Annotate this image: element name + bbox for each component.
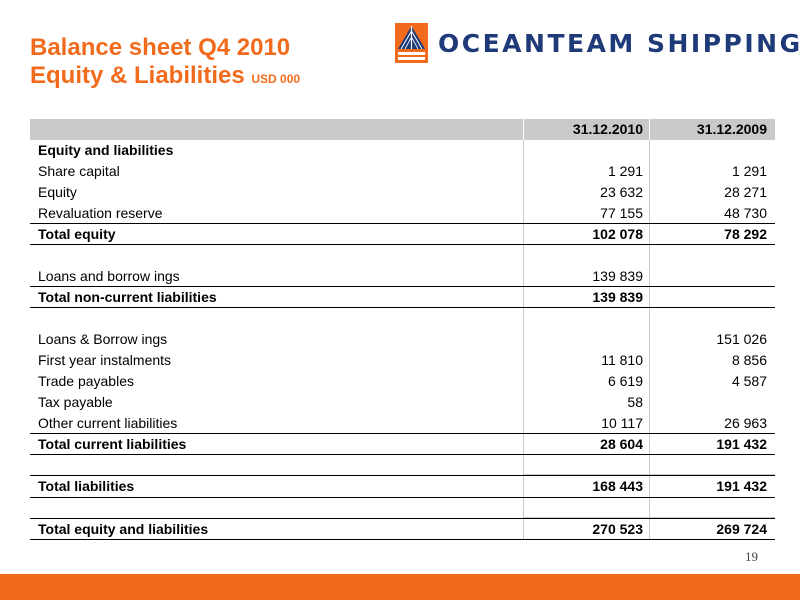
ship-sail-icon (395, 23, 428, 63)
value-2010: 139 839 (523, 287, 649, 307)
table-row-total: Total equity and liabilities 270 523 269… (30, 519, 775, 540)
row-label: Tax payable (38, 394, 113, 410)
table-row-total: Total equity 102 078 78 292 (30, 224, 775, 245)
row-label: Total liabilities (38, 478, 135, 494)
value-2010: 139 839 (523, 266, 649, 286)
value-2009: 269 724 (649, 519, 775, 539)
company-name: OCEANTEAM SHIPPING (438, 28, 800, 58)
table-row: Revaluation reserve 77 155 48 730 (30, 203, 775, 224)
row-label: Total equity and liabilities (38, 521, 209, 537)
spacer-row (30, 245, 775, 266)
value-2009: 191 432 (649, 434, 775, 454)
value-2010: 77 155 (523, 203, 649, 223)
value-2010 (523, 140, 649, 161)
row-label: Other current liabilities (38, 415, 178, 431)
table-row-total: Total non-current liabilities 139 839 (30, 287, 775, 308)
table-row: Tax payable 58 (30, 392, 775, 413)
balance-sheet-table: 31.12.2010 31.12.2009 Equity and liabili… (30, 119, 775, 540)
value-2009: 26 963 (649, 413, 775, 433)
value-2010: 6 619 (523, 371, 649, 392)
value-2010: 1 291 (523, 161, 649, 182)
value-2009: 191 432 (649, 476, 775, 497)
table-row: Share capital 1 291 1 291 (30, 161, 775, 182)
value-2009 (649, 287, 775, 307)
spacer-row (30, 498, 775, 519)
header-2010: 31.12.2010 (523, 119, 649, 140)
value-2010: 28 604 (523, 434, 649, 454)
value-2009 (649, 266, 775, 286)
row-label: Loans & Borrow ings (38, 331, 168, 347)
value-2009: 8 856 (649, 350, 775, 371)
slide-title: Balance sheet Q4 2010 Equity & Liabiliti… (30, 34, 300, 93)
row-label: Equity and liabilities (38, 142, 174, 158)
footer-bar (0, 574, 800, 600)
title-line-2: Equity & Liabilities USD 000 (30, 62, 300, 93)
value-2010 (523, 329, 649, 350)
row-label: Total equity (38, 226, 116, 242)
value-2010: 58 (523, 392, 649, 413)
currency-unit: USD 000 (251, 72, 301, 86)
table-row: Trade payables 6 619 4 587 (30, 371, 775, 392)
row-label: Total non-current liabilities (38, 289, 217, 305)
value-2009: 78 292 (649, 224, 775, 244)
company-logo: OCEANTEAM SHIPPING (395, 23, 800, 63)
row-label: Total current liabilities (38, 436, 187, 452)
page-number: 19 (745, 549, 758, 564)
row-label: Loans and borrow ings (38, 268, 180, 284)
table-row: First year instalments 11 810 8 856 (30, 350, 775, 371)
table-row-total: Total liabilities 168 443 191 432 (30, 476, 775, 498)
header-label (30, 119, 523, 140)
value-2009: 1 291 (649, 161, 775, 182)
value-2009: 4 587 (649, 371, 775, 392)
table-row-total: Total current liabilities 28 604 191 432 (30, 434, 775, 455)
value-2010: 270 523 (523, 519, 649, 539)
value-2009: 48 730 (649, 203, 775, 223)
spacer-row (30, 455, 775, 476)
value-2010: 11 810 (523, 350, 649, 371)
value-2010: 10 117 (523, 413, 649, 433)
table-row: Equity and liabilities (30, 140, 775, 161)
row-label: First year instalments (38, 352, 172, 368)
table-row: Other current liabilities 10 117 26 963 (30, 413, 775, 434)
header-2009: 31.12.2009 (649, 119, 775, 140)
value-2010: 102 078 (523, 224, 649, 244)
title-main: Equity & Liabilities (30, 62, 245, 89)
row-label: Share capital (38, 163, 120, 179)
table-row: Equity 23 632 28 271 (30, 182, 775, 203)
value-2010: 23 632 (523, 182, 649, 203)
value-2009: 28 271 (649, 182, 775, 203)
value-2009 (649, 392, 775, 413)
table-row: Loans & Borrow ings 151 026 (30, 329, 775, 350)
row-label: Equity (38, 184, 77, 200)
table-header-row: 31.12.2010 31.12.2009 (30, 119, 775, 140)
row-label: Trade payables (38, 373, 134, 389)
value-2010: 168 443 (523, 476, 649, 497)
spacer-row (30, 308, 775, 329)
value-2009: 151 026 (649, 329, 775, 350)
value-2009 (649, 140, 775, 161)
table-row: Loans and borrow ings 139 839 (30, 266, 775, 287)
title-line-1: Balance sheet Q4 2010 (30, 34, 291, 61)
row-label: Revaluation reserve (38, 205, 163, 221)
